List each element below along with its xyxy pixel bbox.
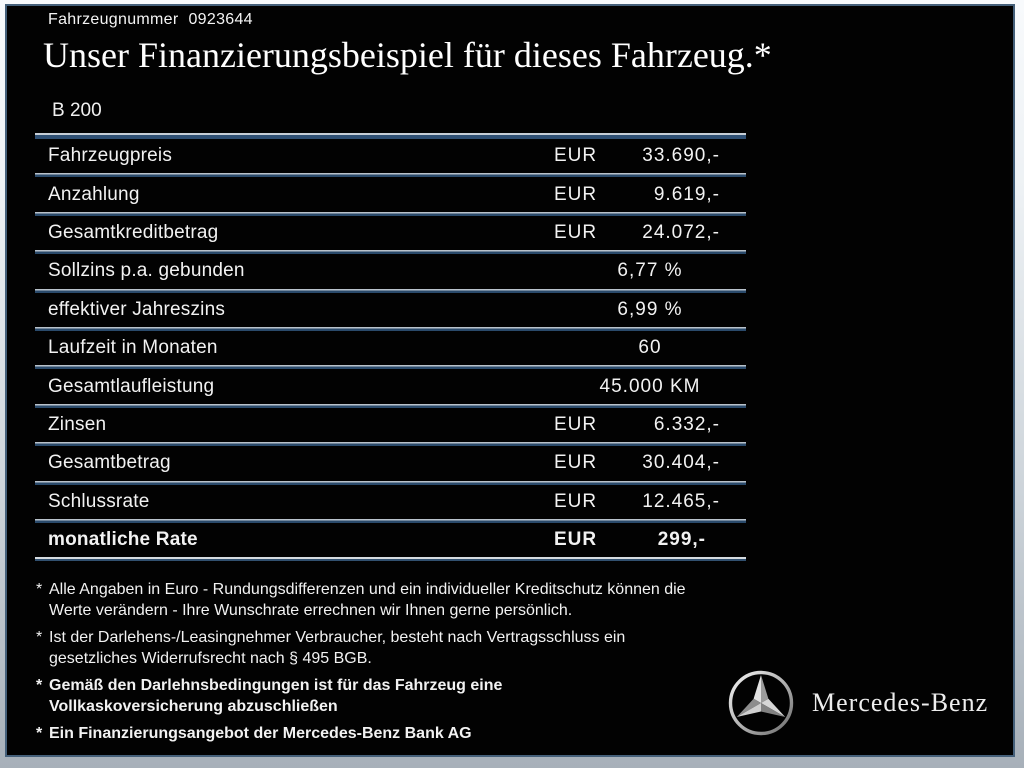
footnote-line: Ein Finanzierungsangebot der Mercedes-Be… <box>49 725 472 742</box>
table-row: Zinsen EUR 6.332,- <box>35 408 746 442</box>
row-value: 33.690,- <box>642 145 720 167</box>
table-divider <box>35 173 746 178</box>
table-row: Sollzins p.a. gebunden 6,77 % <box>35 254 746 288</box>
vehicle-number-label: Fahrzeugnummer <box>48 11 179 28</box>
row-currency: EUR <box>554 221 598 243</box>
table-row: Gesamtbetrag EUR 30.404,- <box>35 446 746 480</box>
row-currency: EUR <box>554 529 598 551</box>
row-currency: EUR <box>554 490 598 512</box>
row-label: Schlussrate <box>48 490 150 512</box>
table-row: Gesamtkreditbetrag EUR 24.072,- <box>35 216 746 250</box>
mercedes-benz-logo: Mercedes-Benz <box>723 665 988 741</box>
row-label: Gesamtkreditbetrag <box>48 221 219 243</box>
footnote-line: Werte verändern - Ihre Wunschrate errech… <box>49 602 573 619</box>
vehicle-number-value: 0923644 <box>188 11 253 28</box>
footnote-line: gesetzliches Widerrufsrecht nach § 495 B… <box>49 650 372 667</box>
footnote-line: Gemäß den Darlehnsbedingungen ist für da… <box>49 677 503 694</box>
mercedes-star-icon <box>728 670 794 736</box>
row-label: Fahrzeugpreis <box>48 145 173 167</box>
row-label: Anzahlung <box>48 183 140 205</box>
table-row-monthly-rate: monatliche Rate EUR 299,- <box>35 523 746 557</box>
table-divider <box>35 365 746 370</box>
footnote-marker: * <box>36 677 43 694</box>
row-label: monatliche Rate <box>48 529 198 551</box>
row-value: 24.072,- <box>642 221 720 243</box>
table-row: Anzahlung EUR 9.619,- <box>35 177 746 211</box>
table-row: Gesamtlaufleistung 45.000 KM <box>35 369 746 403</box>
footnote: * Ist der Darlehens-/Leasingnehmer Verbr… <box>36 627 726 669</box>
footnote-marker: * <box>36 725 43 742</box>
table-divider <box>35 557 746 562</box>
row-value: 60 <box>638 337 662 359</box>
footnote: * Alle Angaben in Euro - Rundungsdiffere… <box>36 579 726 621</box>
row-label: Sollzins p.a. gebunden <box>48 260 245 282</box>
page-title: Unser Finanzierungsbeispiel für dieses F… <box>43 35 772 75</box>
row-value: 30.404,- <box>642 452 720 474</box>
row-label: effektiver Jahreszins <box>48 298 226 320</box>
table-row: effektiver Jahreszins 6,99 % <box>35 293 746 327</box>
table-divider <box>35 480 746 485</box>
table-row: Schlussrate EUR 12.465,- <box>35 485 746 519</box>
footnote-marker: * <box>36 581 43 598</box>
vehicle-number: Fahrzeugnummer 0923644 <box>48 11 253 29</box>
row-value: 6.332,- <box>653 413 720 435</box>
table-divider <box>35 250 746 255</box>
row-value: 12.465,- <box>642 490 720 512</box>
vehicle-model: B 200 <box>52 100 102 121</box>
footnote: * Gemäß den Darlehnsbedingungen ist für … <box>36 675 726 717</box>
table-divider <box>35 133 746 139</box>
footnotes: * Alle Angaben in Euro - Rundungsdiffere… <box>36 579 726 750</box>
finance-sheet: Fahrzeugnummer 0923644 Unser Finanzierun… <box>5 4 1015 757</box>
footnote-line: Ist der Darlehens-/Leasingnehmer Verbrau… <box>49 629 626 646</box>
brand-wordmark: Mercedes-Benz <box>812 688 989 717</box>
footnote: * Ein Finanzierungsangebot der Mercedes-… <box>36 723 726 744</box>
row-label: Zinsen <box>48 413 107 435</box>
row-label: Laufzeit in Monaten <box>48 337 218 359</box>
footnote-line: Vollkaskoversicherung abzuschließen <box>49 698 338 715</box>
table-row: Fahrzeugpreis EUR 33.690,- <box>35 139 746 173</box>
table-divider <box>35 442 746 447</box>
finance-table: Fahrzeugpreis EUR 33.690,- Anzahlung EUR 9… <box>35 133 746 562</box>
table-divider <box>35 211 746 216</box>
row-currency: EUR <box>554 183 598 205</box>
table-divider <box>35 518 746 523</box>
row-label: Gesamtlaufleistung <box>48 375 215 397</box>
row-value: 6,99 % <box>617 298 683 320</box>
row-value: 299,- <box>657 529 706 551</box>
table-divider <box>35 326 746 331</box>
row-label: Gesamtbetrag <box>48 452 171 474</box>
row-currency: EUR <box>554 452 598 474</box>
row-value: 6,77 % <box>617 260 683 282</box>
footnote-marker: * <box>36 629 43 646</box>
row-currency: EUR <box>554 145 598 167</box>
table-row: Laufzeit in Monaten 60 <box>35 331 746 365</box>
table-divider <box>35 403 746 408</box>
row-currency: EUR <box>554 413 598 435</box>
footnote-line: Alle Angaben in Euro - Rundungsdifferenz… <box>49 581 686 598</box>
row-value: 45.000 KM <box>599 375 701 397</box>
table-divider <box>35 288 746 293</box>
row-value: 9.619,- <box>653 183 720 205</box>
